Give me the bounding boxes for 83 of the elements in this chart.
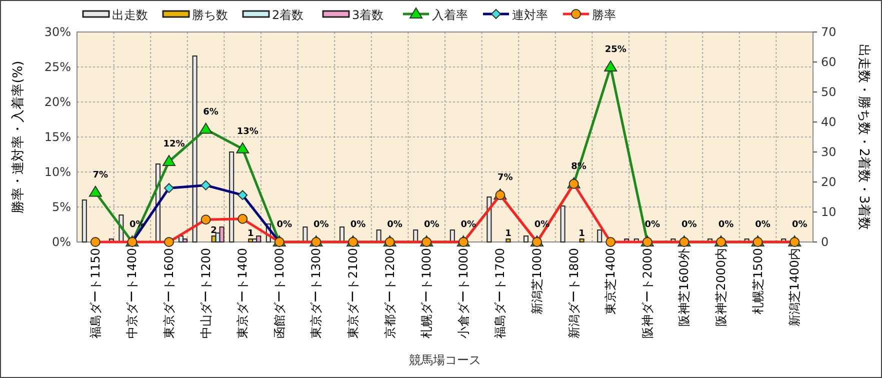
x-tick-label: 阪神芝2000内: [714, 248, 728, 327]
bar: [229, 152, 234, 242]
y2-axis-title: 出走数・勝ち数・2着数・3着数: [856, 44, 872, 230]
bar: [560, 206, 566, 242]
y2-tick-label: 70: [821, 25, 836, 39]
y2-tick-label: 40: [821, 115, 836, 129]
data-label: 0%: [314, 220, 329, 230]
data-label: 0%: [387, 220, 402, 230]
bar: [524, 236, 528, 242]
y-tick-label: 5%: [52, 200, 71, 214]
x-tick-label: 福島ダート1700: [493, 248, 508, 339]
data-label: 0%: [644, 220, 660, 230]
y2-tick-label: 10: [821, 205, 836, 219]
x-tick-label: 札幌ダート1000: [420, 248, 434, 339]
bar: [340, 226, 344, 242]
x-tick-label: 福島ダート1150: [88, 248, 102, 339]
bar: [506, 238, 511, 242]
x-tick-label: 東京ダート1400: [236, 248, 250, 339]
data-label: 12%: [163, 140, 185, 150]
data-label: 1: [505, 229, 512, 239]
y-tick-label: 20%: [44, 95, 71, 109]
data-label: 13%: [236, 126, 258, 137]
data-label: 1: [578, 229, 585, 239]
data-label: 0%: [792, 220, 808, 230]
bar: [82, 200, 87, 242]
legend-label: 勝ち数: [192, 8, 228, 22]
y-axis-title: 勝率・連対率・入着率(%): [10, 60, 26, 214]
x-tick-label: 阪神ダート2000: [640, 248, 654, 339]
bar: [597, 230, 602, 242]
y-tick-label: 10%: [44, 165, 71, 179]
data-label: 0%: [276, 220, 292, 230]
x-tick-label: 新潟芝1000: [530, 248, 544, 315]
x-tick-label: 函館ダート1000: [272, 248, 286, 339]
bar: [450, 230, 455, 242]
x-tick-label: 京都ダート1200: [382, 248, 397, 339]
x-tick-label: 東京ダート1600: [162, 248, 176, 339]
x-tick-label: 新潟ダート1800: [566, 248, 581, 339]
legend-label: 2着数: [272, 8, 304, 22]
y2-tick-label: 50: [821, 85, 836, 99]
y2-tick-label: 0: [821, 235, 829, 249]
bar: [413, 230, 418, 242]
bar: [256, 236, 262, 242]
annotation: 6%: [203, 107, 218, 118]
legend-label: 出走数: [112, 8, 148, 22]
data-label: 0%: [755, 220, 770, 230]
x-axis-title: 競馬場コース: [409, 353, 481, 367]
data-label: 0%: [350, 220, 366, 230]
y-tick-label: 15%: [44, 130, 71, 144]
data-label: 2: [210, 226, 217, 236]
y2-tick-label: 60: [821, 55, 836, 69]
y-tick-label: 25%: [44, 60, 71, 74]
bar: [302, 226, 308, 242]
x-tick-label: 東京ダート1300: [309, 248, 324, 339]
data-label: 7%: [92, 170, 108, 180]
legend-label: 連対率: [512, 8, 548, 22]
data-label: 0%: [424, 220, 440, 230]
data-label: 0%: [460, 220, 476, 230]
data-label: 0%: [682, 220, 697, 230]
legend-label: 3着数: [352, 8, 384, 22]
x-tick-label: 東京芝1400: [604, 248, 618, 315]
x-tick-label: 小倉ダート1000: [456, 248, 470, 339]
bar: [579, 238, 584, 242]
bar: [486, 196, 492, 242]
bar: [182, 238, 188, 242]
x-tick-label: 中山ダート1200: [198, 248, 213, 339]
y-tick-label: 0%: [52, 235, 71, 249]
data-label: 7%: [498, 173, 513, 184]
x-tick-label: 東京ダート2100: [346, 248, 360, 339]
y2-tick-label: 30: [821, 145, 836, 159]
x-tick-label: 札幌芝1500: [750, 248, 765, 315]
legend-label: 入着率: [432, 8, 468, 22]
bar: [219, 226, 224, 242]
bar: [376, 230, 382, 242]
x-tick-label: 阪神芝1600外: [677, 248, 692, 327]
y-tick-label: 30%: [44, 25, 71, 39]
data-label: 0%: [718, 220, 734, 230]
legend-label: 勝率: [592, 8, 616, 22]
data-label: 1: [247, 229, 254, 239]
data-label: 25%: [604, 45, 626, 55]
bar: [192, 56, 198, 242]
y2-tick-label: 20: [821, 175, 836, 189]
x-tick-label: 新潟芝1400内: [788, 248, 802, 327]
x-tick-label: 中京ダート1400: [125, 248, 140, 339]
